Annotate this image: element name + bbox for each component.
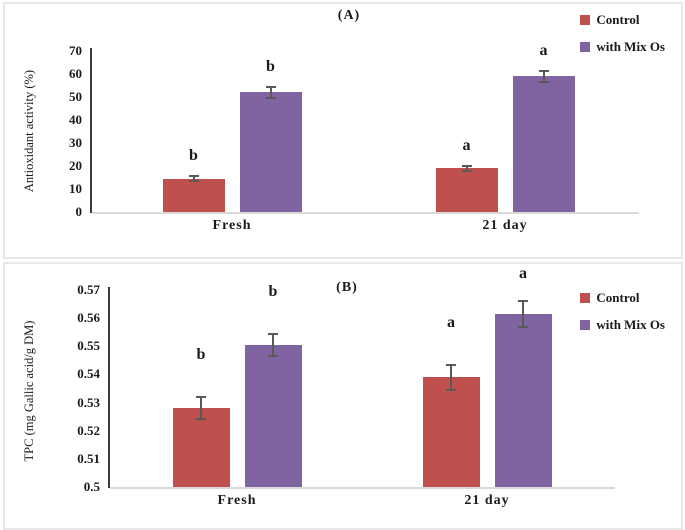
bar	[239, 92, 302, 212]
category-label: Fresh	[212, 218, 252, 233]
y-tick-label: 0.53	[77, 394, 100, 410]
y-tick-label: 70	[69, 43, 82, 58]
significance-letter: b	[266, 57, 275, 75]
error-bar-cap-bottom	[265, 97, 276, 100]
significance-letter: a	[519, 265, 527, 282]
bar	[172, 408, 230, 487]
legend-item-control: Control	[580, 12, 665, 28]
error-bar-line	[272, 333, 274, 357]
y-tick-label: 0.54	[77, 366, 100, 382]
y-tick-label: 30	[69, 135, 82, 150]
bar	[422, 377, 480, 487]
significance-letter: a	[462, 136, 471, 154]
bar	[162, 178, 225, 212]
y-tick-label: 0.57	[77, 282, 100, 297]
y-tick-label: 40	[69, 112, 82, 127]
plot-area-a: 0 10 20 30 40 50 60 70 Fresh 21 day b a b a	[5, 4, 681, 257]
bar	[244, 344, 302, 487]
legend-swatch-control-icon	[580, 293, 591, 303]
legend-item-mix-os: with Mix Os	[580, 39, 665, 55]
error-bar-line	[200, 396, 202, 420]
error-bar-cap-top	[268, 332, 278, 335]
legend-label-control: Control	[596, 12, 640, 27]
y-axis-title-b: TPC (mg Gallic acid/g DM)	[22, 320, 36, 462]
panel-a: 0 10 20 30 40 50 60 70 Fresh 21 day b a b a (A) Antio…	[3, 2, 683, 259]
significance-letter: a	[539, 41, 548, 59]
error-bar-cap-top	[188, 174, 199, 177]
category-label: 21 day	[464, 493, 510, 508]
legend-swatch-mix-os-icon	[580, 42, 591, 52]
y-tick-label: 10	[69, 181, 82, 196]
error-bar-cap-top	[446, 363, 456, 366]
legend-label-control: Control	[596, 290, 640, 305]
error-bar-cap-bottom	[268, 355, 278, 358]
error-bar-cap-bottom	[196, 418, 206, 421]
error-bar-cap-top	[461, 164, 472, 167]
category-label: Fresh	[217, 493, 257, 508]
error-bar-line	[522, 301, 524, 327]
x-axis-line	[92, 212, 639, 214]
bar	[512, 76, 575, 212]
error-bar-cap-top	[265, 85, 276, 88]
error-bar-cap-bottom	[518, 325, 528, 328]
error-bar-cap-top	[518, 300, 528, 303]
significance-letter: b	[189, 146, 198, 164]
panel-b-title: (B)	[336, 280, 358, 295]
category-label: 21 day	[482, 218, 528, 233]
legend-label-mix-os: with Mix Os	[596, 317, 665, 332]
significance-letter: b	[196, 345, 206, 363]
significance-letter: a	[447, 313, 455, 331]
panel-b: 0.5 0.51 0.52 0.53 0.54 0.55 0.56 0.57 Fresh 21 d…	[3, 262, 683, 530]
error-bar-line	[450, 364, 452, 390]
significance-letter: b	[268, 282, 278, 300]
legend-b: Control with Mix Os	[580, 290, 665, 333]
y-axis-line	[108, 287, 110, 488]
error-bar-cap-bottom	[446, 388, 456, 391]
error-bar-cap-bottom	[538, 81, 549, 84]
error-bar-cap-bottom	[461, 170, 472, 173]
y-tick-label: 0.52	[77, 422, 100, 438]
bar	[435, 168, 498, 212]
error-bar-cap-top	[538, 69, 549, 72]
y-tick-label: 0.55	[77, 338, 100, 354]
legend-swatch-mix-os-icon	[580, 320, 591, 330]
legend-item-control: Control	[580, 290, 665, 306]
y-tick-label: 0.51	[77, 450, 100, 466]
y-axis-line	[90, 48, 92, 213]
error-bar-line	[465, 165, 468, 172]
error-bar-cap-bottom	[188, 180, 199, 183]
bar	[494, 313, 552, 487]
y-tick-label: 50	[69, 89, 82, 104]
legend-swatch-control-icon	[580, 15, 591, 25]
error-bar-cap-top	[196, 395, 206, 398]
error-bar-line	[269, 86, 272, 99]
legend-a: Control with Mix Os	[580, 12, 665, 55]
legend-label-mix-os: with Mix Os	[596, 39, 665, 54]
legend-item-mix-os: with Mix Os	[580, 317, 665, 333]
y-tick-label: 0	[75, 204, 83, 219]
error-bar-line	[542, 70, 545, 83]
y-tick-label: 20	[69, 158, 82, 173]
error-bar-line	[192, 175, 195, 182]
panel-a-title: (A)	[337, 8, 361, 23]
y-tick-label: 60	[69, 66, 82, 81]
y-axis-title-a: Antioxidant activity (%)	[22, 69, 36, 193]
plot-area-b: 0.5 0.51 0.52 0.53 0.54 0.55 0.56 0.57 Fresh 21 d…	[5, 264, 681, 528]
y-tick-label: 0.5	[83, 479, 100, 494]
x-axis-line	[110, 487, 615, 489]
y-tick-label: 0.56	[77, 310, 100, 326]
